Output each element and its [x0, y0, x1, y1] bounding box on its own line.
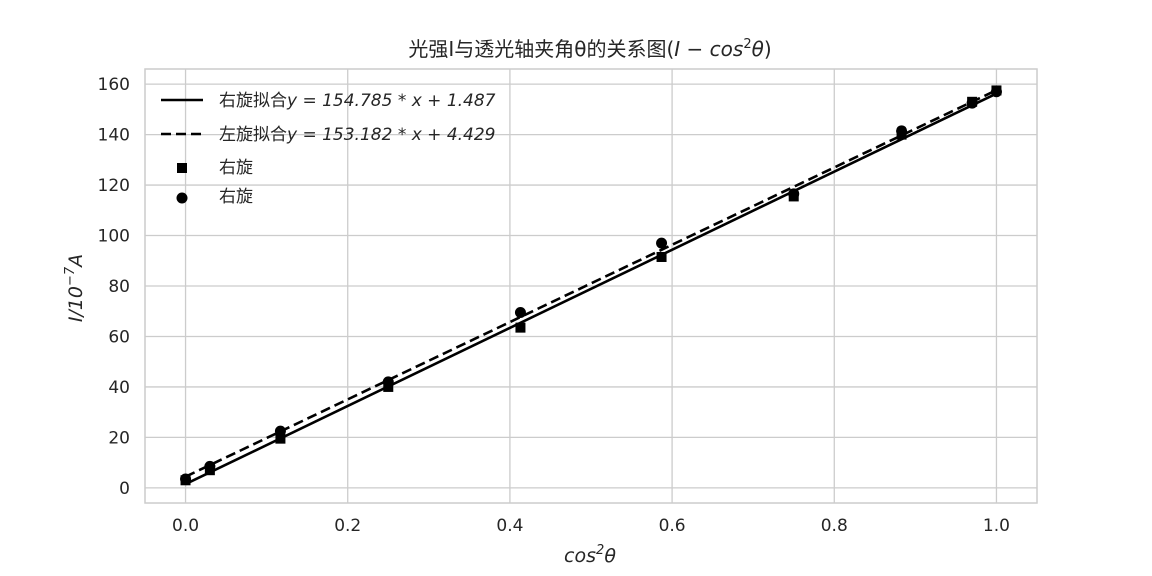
y-tick-label: 100: [98, 227, 130, 247]
x-tick-label: 0.4: [496, 516, 523, 536]
circle-point: [382, 376, 394, 388]
y-tick-label: 120: [98, 176, 130, 196]
circle-point: [896, 125, 908, 137]
data-points: [180, 85, 1002, 486]
circle-point: [514, 306, 526, 318]
y-tick-label: 0: [119, 479, 130, 499]
x-axis-label: cos2θ: [564, 543, 616, 567]
y-axis-label-post: A: [65, 254, 87, 269]
chart-title-theta: θ: [752, 37, 764, 61]
square-point: [515, 322, 526, 333]
x-axis-label-base: cos: [564, 545, 596, 567]
circle-point: [966, 97, 978, 109]
legend-label-fit-left-name: 左旋拟合: [219, 125, 287, 145]
circle-point: [180, 473, 192, 485]
y-tick-label: 20: [108, 428, 130, 448]
y-tick-label: 160: [98, 75, 130, 95]
x-axis-label-sup: 2: [596, 543, 604, 558]
x-tick-label: 0.8: [821, 516, 848, 536]
legend-label-fit-right: 右旋拟合y = 154.785 * x + 1.487: [219, 91, 496, 111]
chart-title-close: ): [764, 37, 772, 61]
x-tick-label: 0.6: [659, 516, 686, 536]
chart-title-main: 光强I与透光轴夹角θ的关系图(: [408, 37, 674, 61]
circle-point: [204, 460, 216, 472]
x-tick-label: 0.2: [334, 516, 361, 536]
legend-swatch-circle: [176, 192, 188, 204]
y-tick-label: 40: [108, 378, 130, 398]
chart-title: 光强I与透光轴夹角θ的关系图(I − cos2θ): [408, 37, 771, 61]
y-tick-label: 140: [98, 126, 130, 146]
circle-point: [656, 237, 668, 249]
y-tick-label: 60: [108, 327, 130, 347]
legend-label-fit-right-name: 右旋拟合: [219, 91, 287, 111]
square-point: [656, 251, 667, 262]
circle-point: [274, 425, 286, 437]
fit-lines: [184, 88, 998, 486]
square-point: [275, 433, 286, 444]
legend-swatch-square: [177, 163, 187, 173]
y-axis-label-sup: −7: [63, 266, 78, 286]
circle-point: [788, 188, 800, 200]
x-axis-label-post: θ: [604, 545, 616, 567]
plot-frame: [144, 68, 1038, 504]
y-tick-labels: 0 20 40 60 80 100 120 140 160: [98, 75, 130, 499]
legend-label-square: 右旋: [219, 158, 253, 178]
y-axis-label-pre: I/10: [65, 286, 87, 322]
chart-title-sup: 2: [743, 37, 751, 52]
fit-line-right: [184, 92, 998, 486]
legend: 右旋拟合y = 154.785 * x + 1.487 左旋拟合y = 153.…: [161, 91, 496, 207]
x-tick-labels: 0.0 0.2 0.4 0.6 0.8 1.0: [172, 516, 1010, 536]
grid: [145, 69, 1037, 503]
y-tick-label: 80: [108, 277, 130, 297]
x-tick-label: 1.0: [983, 516, 1010, 536]
y-axis-label: I/10−7A: [63, 254, 87, 322]
legend-label-fit-left: 左旋拟合y = 153.182 * x + 4.429: [219, 125, 496, 145]
x-tick-label: 0.0: [172, 516, 199, 536]
circle-point: [990, 86, 1002, 98]
legend-label-circle: 右旋: [219, 187, 253, 207]
legend-label-fit-right-eq: y = 154.785 * x + 1.487: [286, 91, 496, 111]
chart-title-math: I − cos: [674, 37, 743, 61]
legend-label-fit-left-eq: y = 153.182 * x + 4.429: [286, 125, 496, 145]
